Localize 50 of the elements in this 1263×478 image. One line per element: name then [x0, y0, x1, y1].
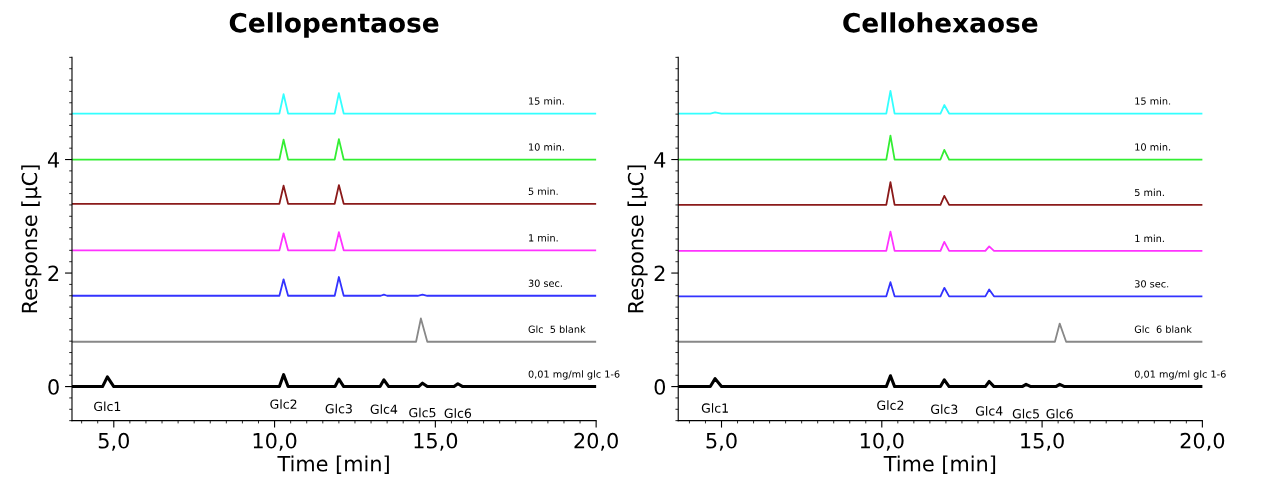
x-axis-title: Time [min] — [277, 455, 389, 474]
series-label: 1 min. — [529, 234, 558, 242]
line-series — [71, 276, 597, 297]
series-label: 10 min. — [1135, 143, 1171, 151]
y-tick-label: 4 — [654, 152, 666, 168]
y-tick-label: 2 — [48, 265, 59, 281]
y-axis-title: Response [µC] — [21, 165, 42, 313]
x-tick-label: 10,0 — [860, 432, 904, 451]
y-tick-label: 4 — [47, 152, 60, 168]
series-label: 1 min. — [1135, 234, 1164, 242]
x-tick-label: 15,0 — [1021, 432, 1064, 451]
series-label: 30 sec. — [528, 279, 562, 287]
series-label: Glc 6 blank — [1134, 325, 1192, 333]
series-label: 0,01 mg/ml glc 1-6 — [528, 370, 620, 380]
annotation: Glc4 — [370, 404, 398, 414]
line-series — [678, 230, 1203, 252]
annotation: Glc6 — [444, 408, 472, 418]
annotation: Glc5 — [409, 407, 436, 418]
series-label: 15 min. — [529, 97, 564, 105]
annotation: Glc3 — [325, 403, 352, 414]
annotation: Glc3 — [931, 404, 958, 414]
y-axis-title: Response [µC] — [627, 165, 648, 313]
y-tick-label: 0 — [654, 379, 666, 395]
annotation: Glc1 — [701, 403, 728, 413]
x-tick-label: 20,0 — [1180, 432, 1225, 451]
annotation: Glc2 — [877, 400, 904, 410]
series-label: 30 sec. — [1134, 280, 1169, 288]
x-tick-label: 20,0 — [574, 432, 618, 451]
chart-title: Cellohexaose — [843, 12, 1038, 33]
series-label: 5 min. — [1134, 188, 1164, 197]
line-series — [678, 281, 1203, 298]
x-tick-label: 5,0 — [706, 432, 737, 451]
series-label: 5 min. — [528, 187, 558, 195]
line-series — [678, 89, 1203, 115]
series-label: 10 min. — [529, 143, 564, 151]
annotation: Glc6 — [1046, 408, 1073, 419]
series-label: 0,01 mg/ml glc 1-6 — [1134, 370, 1226, 380]
annotation: Glc5 — [1012, 408, 1039, 419]
annotation: Glc2 — [270, 399, 297, 409]
y-tick-label: 0 — [48, 379, 59, 395]
chart-title: Cellopentaose — [229, 12, 439, 38]
y-tick-label: 2 — [654, 265, 665, 281]
x-tick-label: 10,0 — [253, 432, 297, 451]
x-tick-label: 15,0 — [414, 432, 458, 451]
annotation: Glc4 — [975, 405, 1003, 416]
x-axis-title: Time [min] — [883, 455, 996, 474]
annotation: Glc1 — [94, 401, 121, 412]
series-label: 15 min. — [1135, 97, 1171, 105]
x-tick-label: 5,0 — [98, 432, 129, 451]
series-label: Glc 5 blank — [528, 325, 586, 333]
